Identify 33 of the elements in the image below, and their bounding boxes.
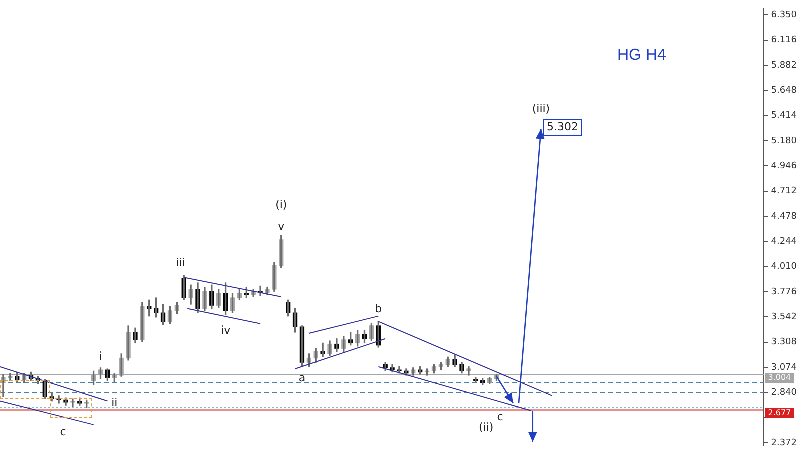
y-tick-label: 6.116 xyxy=(771,36,798,46)
y-tick-label: 3.542 xyxy=(771,312,797,323)
annotation: (ii) xyxy=(478,421,494,434)
y-tick-label: 4.244 xyxy=(771,237,798,248)
annotation: v xyxy=(278,220,286,233)
y-tick-label: 6.350 xyxy=(771,10,798,21)
annotation: (iii) xyxy=(532,102,550,116)
annotation: i xyxy=(99,350,102,364)
ref-line-label: 3.004 xyxy=(768,373,792,382)
y-tick-label: 5.414 xyxy=(771,111,798,122)
y-tick-label: 5.648 xyxy=(771,86,798,96)
annotation: ii xyxy=(112,396,118,410)
annotation: iii xyxy=(176,256,186,270)
ref-line-label: 2.677 xyxy=(768,408,792,418)
y-tick-label: 2.840 xyxy=(771,388,798,398)
y-tick-label: 4.478 xyxy=(771,212,798,222)
annotation: (i) xyxy=(276,198,288,212)
annotation: c xyxy=(60,425,66,438)
y-tick-label: 5.882 xyxy=(771,60,797,71)
y-tick-label: 5.180 xyxy=(771,136,798,146)
y-tick-label: 3.308 xyxy=(771,338,798,348)
annotation: a xyxy=(298,372,306,385)
y-tick-label: 4.712 xyxy=(771,186,797,197)
annotation: c xyxy=(497,410,504,424)
annotation: iv xyxy=(221,324,232,338)
annotation: 5.302 xyxy=(547,120,579,134)
text: HG H4 xyxy=(618,46,667,64)
y-tick-label: 2.372 xyxy=(771,438,797,448)
y-tick-label: 4.010 xyxy=(771,262,798,272)
y-tick-label: 4.946 xyxy=(771,162,798,172)
y-tick-label: 3.074 xyxy=(771,362,798,373)
annotation: b xyxy=(375,302,382,316)
y-tick-label: 3.776 xyxy=(771,287,798,298)
